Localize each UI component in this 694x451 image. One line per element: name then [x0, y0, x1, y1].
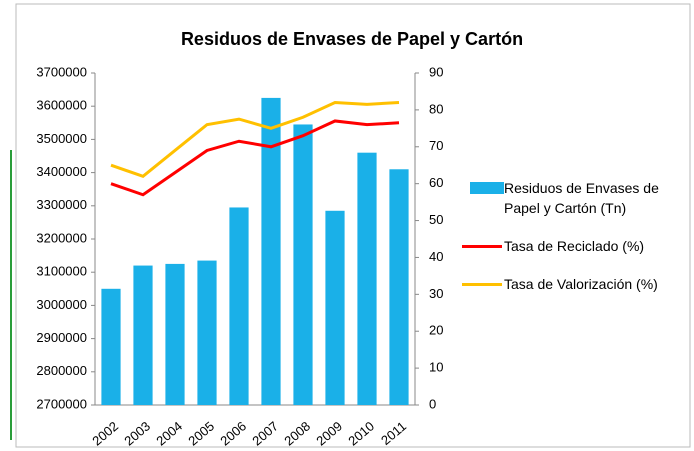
- bar: [133, 265, 153, 405]
- y2-tick-label: 10: [429, 360, 443, 375]
- legend-label: Residuos de Envases de Papel y Cartón (T…: [504, 180, 659, 216]
- bar: [261, 97, 281, 406]
- legend: Residuos de Envases de Papel y Cartón (T…: [462, 178, 690, 312]
- bar: [389, 169, 409, 405]
- line: [110, 100, 400, 178]
- y-tick-label: 3200000: [36, 230, 87, 245]
- y-tick-label: 3600000: [36, 98, 87, 113]
- y-tick-label: 3400000: [36, 164, 87, 179]
- y-tick-label: 3100000: [36, 264, 87, 279]
- y-tick-label: 3700000: [36, 64, 87, 79]
- y2-tick-label: 50: [429, 212, 443, 227]
- line: [110, 119, 400, 197]
- y2-tick-label: 40: [429, 249, 443, 264]
- bar: [229, 207, 249, 405]
- bar: [165, 263, 185, 405]
- chart-frame: [15, 3, 691, 448]
- y-tick-label: 2900000: [36, 330, 87, 345]
- y2-tick-label: 30: [429, 286, 443, 301]
- bar: [197, 260, 217, 405]
- legend-item: Tasa de Valorización (%): [462, 274, 690, 294]
- legend-swatch: [462, 180, 504, 194]
- y-tick-label: 3000000: [36, 297, 87, 312]
- y-tick-label: 3300000: [36, 197, 87, 212]
- legend-swatch: [462, 276, 504, 290]
- y2-tick-label: 0: [429, 396, 436, 411]
- legend-swatch: [462, 238, 504, 252]
- legend-label: Tasa de Valorización (%): [504, 276, 658, 292]
- y2-tick-label: 90: [429, 64, 443, 79]
- bar: [357, 152, 377, 405]
- y2-tick-label: 60: [429, 175, 443, 190]
- legend-item: Tasa de Reciclado (%): [462, 236, 690, 256]
- legend-item: Residuos de Envases de Papel y Cartón (T…: [462, 178, 690, 218]
- legend-label: Tasa de Reciclado (%): [504, 238, 645, 254]
- y2-tick-label: 80: [429, 101, 443, 116]
- y-tick-label: 2700000: [36, 396, 87, 411]
- bar: [325, 210, 345, 405]
- y-tick-label: 2800000: [36, 363, 87, 378]
- y2-tick-label: 20: [429, 323, 443, 338]
- y2-tick-label: 70: [429, 138, 443, 153]
- chart-title: Residuos de Envases de Papel y Cartón: [181, 29, 523, 49]
- bar: [101, 288, 121, 405]
- y-tick-label: 3500000: [36, 131, 87, 146]
- bar: [293, 124, 313, 406]
